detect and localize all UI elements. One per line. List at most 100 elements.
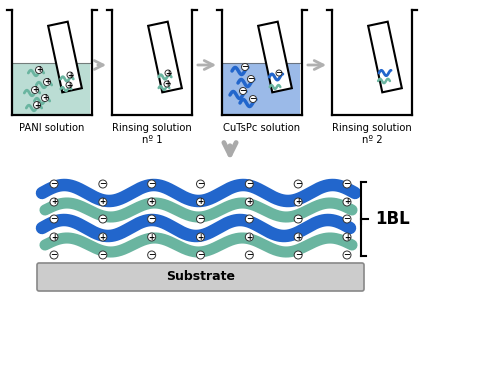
Circle shape [148,180,156,188]
Circle shape [294,180,302,188]
Text: −: − [295,179,302,188]
Text: −: − [246,250,253,259]
Circle shape [294,233,302,241]
Text: +: + [197,232,204,241]
Text: +: + [100,197,106,207]
Text: +: + [34,100,40,110]
Text: −: − [99,250,106,259]
Text: −: − [99,214,106,223]
Text: −: − [343,250,351,259]
Circle shape [34,101,41,108]
Circle shape [165,70,171,76]
Text: −: − [275,68,283,77]
Circle shape [66,82,72,88]
Circle shape [343,251,351,259]
Circle shape [99,233,107,241]
Text: +: + [67,70,73,79]
Text: +: + [36,66,42,75]
Text: 1BL: 1BL [375,210,410,228]
Text: +: + [148,232,155,241]
Text: +: + [51,232,57,241]
Text: −: − [343,214,351,223]
Circle shape [50,198,58,206]
Polygon shape [368,22,402,92]
Circle shape [245,180,253,188]
Text: +: + [344,232,350,241]
Circle shape [241,63,249,70]
Circle shape [32,86,38,93]
Text: −: − [241,62,249,71]
Text: +: + [197,197,204,207]
Text: +: + [148,197,155,207]
Text: −: − [197,179,204,188]
Text: −: − [295,214,302,223]
Circle shape [250,96,256,103]
Circle shape [196,251,205,259]
Circle shape [67,72,73,78]
Circle shape [294,198,302,206]
Circle shape [196,180,205,188]
Circle shape [240,87,247,94]
Text: −: − [246,214,253,223]
Text: −: − [50,250,57,259]
FancyBboxPatch shape [37,263,364,291]
Text: PANI solution: PANI solution [19,123,85,133]
Circle shape [245,251,253,259]
Circle shape [343,180,351,188]
Circle shape [148,233,156,241]
Circle shape [245,215,253,223]
Circle shape [99,215,107,223]
Text: −: − [295,250,302,259]
Circle shape [343,215,351,223]
Circle shape [245,233,253,241]
Circle shape [99,198,107,206]
Circle shape [196,198,205,206]
Text: CuTsPc solution: CuTsPc solution [223,123,300,133]
Circle shape [196,215,205,223]
Polygon shape [224,63,300,114]
Circle shape [148,251,156,259]
Circle shape [294,251,302,259]
Text: +: + [66,80,72,90]
Circle shape [44,79,50,86]
Circle shape [35,66,43,73]
Text: +: + [246,197,252,207]
Text: +: + [42,93,48,103]
Text: +: + [51,197,57,207]
Text: −: − [148,214,155,223]
Text: −: − [343,179,351,188]
Text: +: + [32,86,38,94]
Text: −: − [50,179,57,188]
Circle shape [148,198,156,206]
Polygon shape [13,63,91,114]
Text: +: + [164,79,170,89]
Circle shape [99,180,107,188]
Circle shape [50,233,58,241]
Text: −: − [197,214,204,223]
Circle shape [196,233,205,241]
Polygon shape [48,22,82,92]
Circle shape [50,215,58,223]
Text: Rinsing solution
nº 1: Rinsing solution nº 1 [112,123,192,145]
Circle shape [50,180,58,188]
Text: −: − [148,179,155,188]
Text: +: + [246,232,252,241]
Text: +: + [44,77,50,86]
Text: +: + [295,197,301,207]
Circle shape [294,215,302,223]
Text: −: − [148,250,155,259]
Text: Substrate: Substrate [166,270,235,283]
Circle shape [276,70,282,76]
Circle shape [343,198,351,206]
Text: −: − [246,179,253,188]
Polygon shape [258,22,292,92]
Text: −: − [250,94,256,103]
Circle shape [343,233,351,241]
Circle shape [248,76,254,83]
Text: −: − [240,86,247,95]
Text: +: + [295,232,301,241]
Text: −: − [197,250,204,259]
Circle shape [164,81,170,87]
Text: +: + [344,197,350,207]
Text: −: − [248,74,254,83]
